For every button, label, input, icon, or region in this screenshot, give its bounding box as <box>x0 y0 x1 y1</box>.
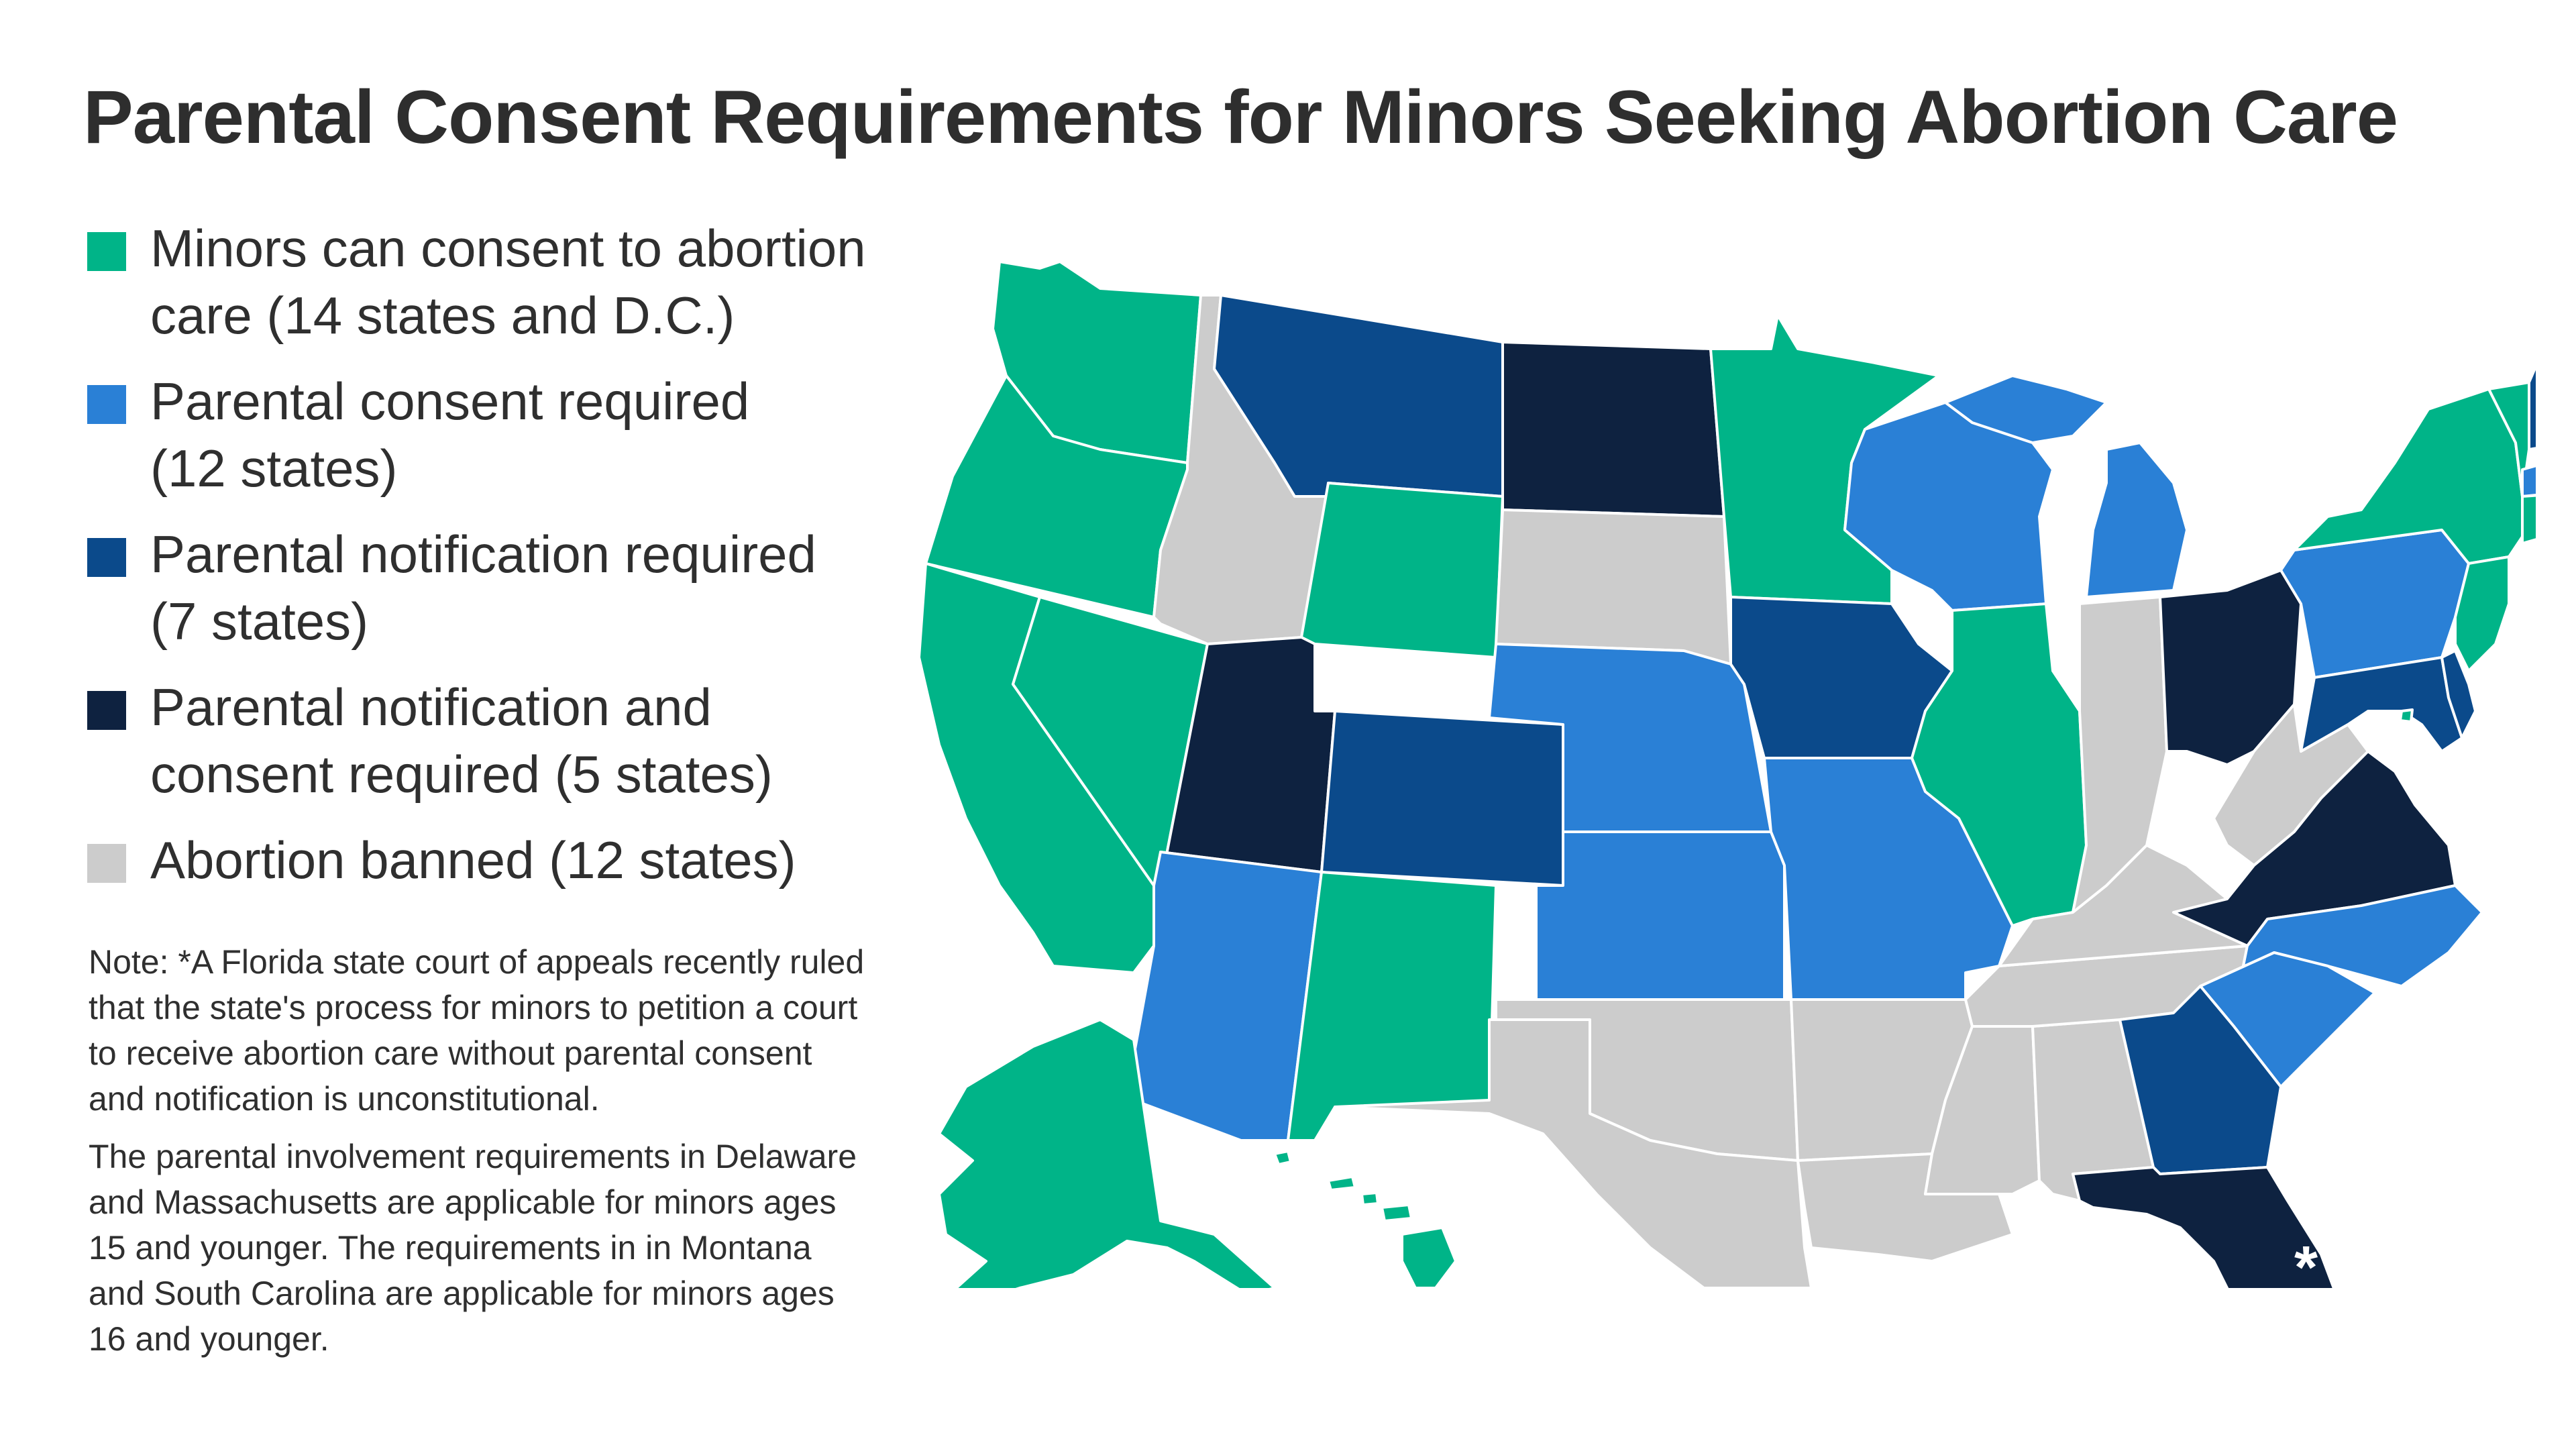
legend-item-notification-and-consent: Parental notification and consent requir… <box>87 674 932 808</box>
state-KS <box>1535 830 1786 1001</box>
legend-label-line1: Abortion banned (12 states) <box>150 830 796 890</box>
state-MI <box>1944 374 2188 598</box>
legend-label-line1: Parental notification required <box>150 525 816 584</box>
legend-swatch <box>87 691 126 730</box>
state-WY <box>1300 482 1504 659</box>
legend-swatch <box>87 538 126 577</box>
legend-swatch <box>87 385 126 424</box>
footnote-florida: Note: *A Florida state court of appeals … <box>89 943 865 1118</box>
state-SD <box>1495 508 1732 665</box>
legend-item-banned: Abortion banned (12 states) <box>87 826 932 894</box>
legend-label-line2: (12 states) <box>150 439 398 498</box>
state-DC <box>2399 708 2414 723</box>
state-FL <box>2072 1166 2335 1288</box>
legend-label-line1: Minors can consent to abortion <box>150 219 866 278</box>
legend-item-parental-notification: Parental notification required (7 states… <box>87 521 932 655</box>
legend-label-line2: (7 states) <box>150 592 369 651</box>
state-HI <box>1273 1150 1457 1288</box>
legend-label-line1: Parental notification and <box>150 678 712 737</box>
legend: Minors can consent to abortion care (14 … <box>87 215 932 912</box>
legend-swatch <box>87 232 126 271</box>
us-map: * <box>899 241 2536 1288</box>
state-DE <box>2440 649 2477 739</box>
state-CT <box>2521 494 2536 545</box>
footnote-age-limits: The parental involvement requirements in… <box>89 1138 857 1358</box>
legend-label-line2: care (14 states and D.C.) <box>150 286 735 345</box>
state-NH <box>2528 363 2536 451</box>
state-CO <box>1320 710 1564 887</box>
legend-item-parental-consent: Parental consent required (12 states) <box>87 368 932 502</box>
state-PA <box>2279 529 2470 679</box>
state-AK <box>938 1018 1276 1288</box>
page-title: Parental Consent Requirements for Minors… <box>83 75 2398 159</box>
legend-item-minors-consent: Minors can consent to abortion care (14 … <box>87 215 932 349</box>
state-MA <box>2521 464 2536 498</box>
state-TX <box>1334 1018 1813 1288</box>
state-NJ <box>2454 555 2510 672</box>
legend-label-line1: Parental consent required <box>150 372 750 431</box>
legend-label-line2: consent required (5 states) <box>150 745 773 804</box>
florida-asterisk-marker: * <box>2294 1234 2318 1288</box>
state-ND <box>1501 341 1725 518</box>
legend-swatch <box>87 844 126 883</box>
state-IL <box>1911 602 2088 927</box>
footnote: Note: *A Florida state court of appeals … <box>89 939 867 1374</box>
